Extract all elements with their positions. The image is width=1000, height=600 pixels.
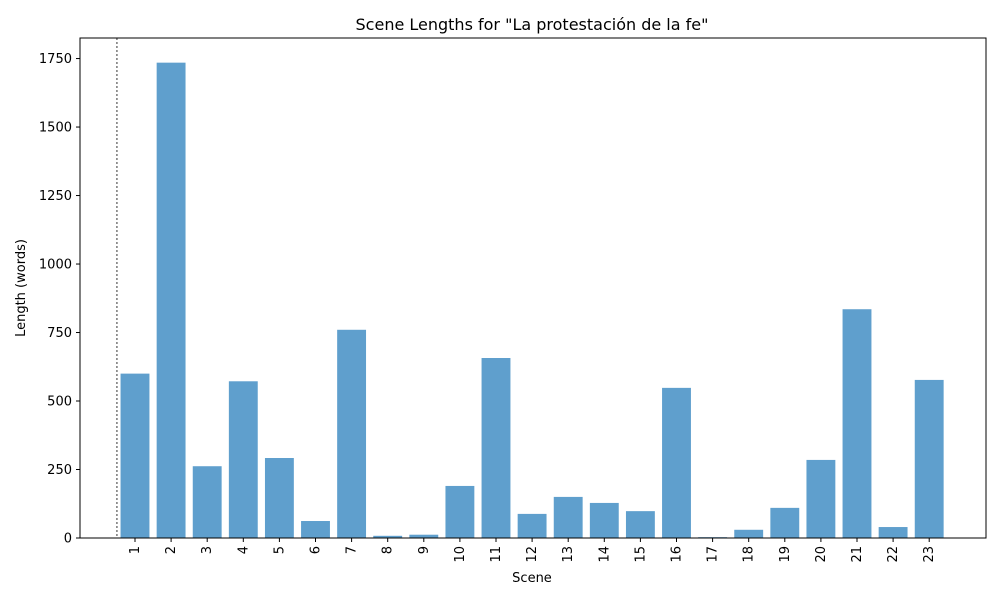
- y-tick-label: 750: [47, 326, 72, 341]
- x-tick-label: 2: [164, 546, 179, 554]
- x-tick-label: 14: [597, 546, 612, 563]
- bar-scene-21: [842, 309, 872, 538]
- x-tick-label: 1: [128, 546, 143, 554]
- bar-scene-7: [337, 329, 367, 538]
- y-axis-label: Length (words): [14, 239, 29, 337]
- bar-scene-15: [625, 511, 655, 538]
- bar-scene-3: [192, 466, 222, 538]
- bar-scene-9: [409, 534, 439, 538]
- x-tick-label: 6: [309, 546, 324, 554]
- y-tick-label: 1000: [39, 258, 72, 273]
- x-axis: 1 2 3 4 5 6 7 8 9 10 11 12 13 14 15 16 17 18 19 20 21 22 23: [128, 538, 937, 563]
- y-tick-label: 1500: [39, 121, 72, 136]
- bar-scene-6: [301, 521, 330, 538]
- bar-scene-22: [878, 527, 908, 538]
- y-tick-label: 1250: [39, 189, 72, 204]
- x-tick-label: 16: [670, 546, 685, 563]
- chart-title: Scene Lengths for "La protestación de la…: [356, 15, 709, 34]
- y-tick-label: 500: [47, 395, 72, 410]
- x-tick-label: 10: [453, 546, 468, 563]
- x-tick-label: 21: [850, 546, 865, 563]
- bar-scene-11: [481, 358, 511, 538]
- x-tick-label: 3: [200, 546, 215, 554]
- bar-scene-1: [120, 373, 150, 538]
- x-tick-label: 20: [814, 546, 829, 563]
- x-tick-label: 19: [778, 546, 793, 563]
- bar-scene-14: [589, 502, 619, 538]
- bar-scene-12: [517, 513, 547, 538]
- bar-scene-20: [806, 459, 836, 538]
- x-tick-label: 9: [417, 546, 432, 554]
- x-tick-label: 23: [922, 546, 937, 563]
- bar-scene-23: [914, 379, 944, 538]
- bar-scene-16: [662, 387, 691, 538]
- x-tick-label: 18: [742, 546, 757, 563]
- x-tick-label: 17: [706, 546, 721, 563]
- x-axis-label: Scene: [512, 571, 552, 586]
- bar-scene-19: [770, 507, 800, 538]
- x-tick-label: 5: [272, 546, 287, 554]
- y-tick-label: 250: [47, 463, 72, 478]
- bar-scene-2: [156, 62, 186, 539]
- y-tick-label: 0: [64, 532, 72, 547]
- x-tick-label: 8: [381, 546, 396, 554]
- bar-scene-18: [734, 529, 764, 538]
- bar-scene-8: [373, 535, 403, 538]
- bar-scene-10: [445, 485, 475, 538]
- x-tick-label: 7: [345, 546, 360, 554]
- bars-group: [120, 62, 944, 539]
- x-tick-label: 12: [525, 546, 540, 563]
- plot-frame: [79, 37, 987, 539]
- x-tick-label: 15: [633, 546, 648, 563]
- x-tick-label: 4: [236, 546, 251, 554]
- x-tick-label: 22: [886, 546, 901, 563]
- x-tick-label: 11: [489, 546, 504, 563]
- bar-scene-13: [553, 496, 583, 538]
- x-tick-label: 13: [561, 546, 576, 563]
- y-tick-label: 1750: [39, 52, 72, 67]
- bar-scene-5: [264, 458, 294, 538]
- y-axis: 0 250 500 750 1000 1250 1500 1750: [39, 52, 80, 547]
- bar-scene-4: [228, 381, 258, 538]
